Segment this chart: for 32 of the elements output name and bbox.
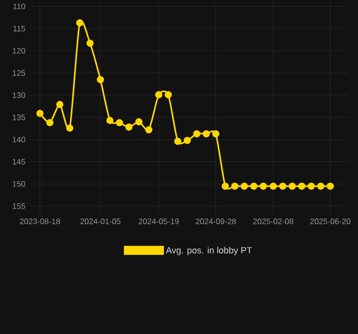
point (184, 136, 191, 144)
point (86, 40, 94, 47)
point (298, 182, 306, 190)
point (116, 119, 124, 126)
point (326, 182, 334, 190)
point (279, 182, 286, 190)
point (240, 182, 248, 190)
point (231, 182, 238, 190)
point (46, 119, 54, 126)
point (260, 182, 267, 190)
point (76, 19, 84, 26)
point (36, 110, 44, 117)
point (174, 138, 182, 145)
point (288, 182, 296, 190)
point (250, 182, 258, 190)
point (106, 116, 114, 124)
legend-label: Avg. pos. in lobby PT (166, 246, 252, 256)
point (222, 182, 229, 190)
point (212, 130, 220, 138)
point (308, 182, 315, 190)
point (164, 91, 172, 98)
point (135, 118, 142, 126)
point (145, 126, 152, 134)
point (56, 100, 64, 108)
point (66, 124, 74, 132)
point (202, 130, 210, 138)
point (96, 76, 104, 84)
point (270, 182, 277, 190)
point (155, 91, 162, 98)
point (125, 124, 133, 131)
point (193, 130, 200, 138)
point (317, 182, 324, 190)
